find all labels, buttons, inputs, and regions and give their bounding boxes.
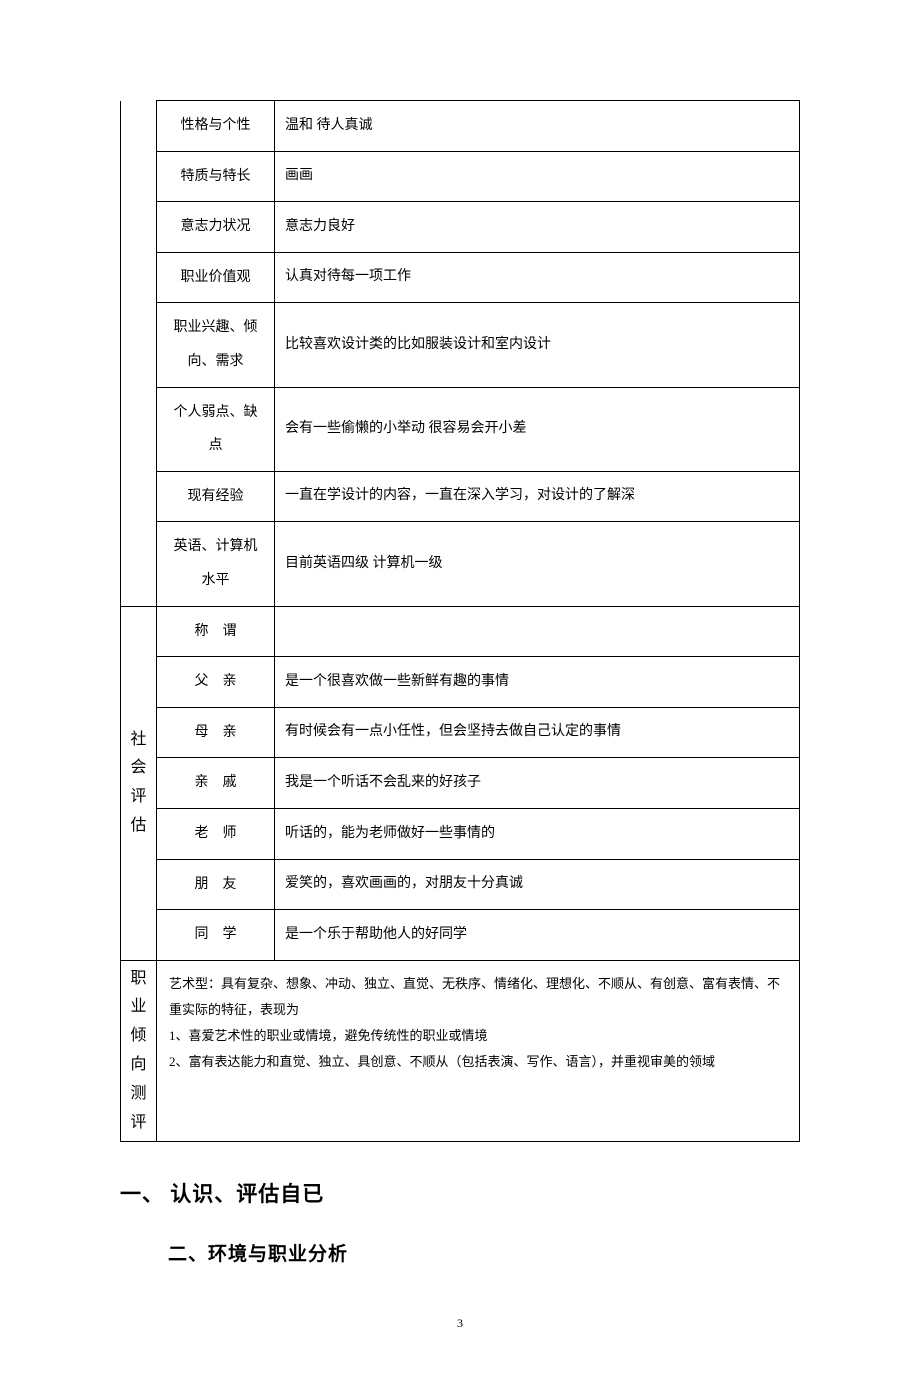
assessment-table: 性格与个性 温和 待人真诚 特质与特长 画画 意志力状况 意志力良好 职业价值观… bbox=[120, 100, 800, 1142]
row-label: 英语、计算机水平 bbox=[157, 522, 275, 606]
table-row: 英语、计算机水平 目前英语四级 计算机一级 bbox=[121, 522, 800, 606]
row-label: 现有经验 bbox=[157, 471, 275, 522]
career-assessment-content: 艺术型：具有复杂、想象、冲动、独立、直觉、无秩序、情绪化、理想化、不顺从、有创意… bbox=[157, 960, 800, 1142]
row-value: 认真对待每一项工作 bbox=[275, 252, 800, 303]
row-label: 称 谓 bbox=[157, 606, 275, 657]
row-value: 目前英语四级 计算机一级 bbox=[275, 522, 800, 606]
table-row: 社会评估 称 谓 bbox=[121, 606, 800, 657]
row-label: 职业价值观 bbox=[157, 252, 275, 303]
row-label: 母 亲 bbox=[157, 707, 275, 758]
row-value: 意志力良好 bbox=[275, 202, 800, 253]
row-value: 爱笑的，喜欢画画的，对朋友十分真诚 bbox=[275, 859, 800, 910]
heading-self-assessment: 一、 认识、评估自已 bbox=[120, 1178, 800, 1212]
row-value: 听话的，能为老师做好一些事情的 bbox=[275, 808, 800, 859]
page-number: 3 bbox=[120, 1314, 800, 1333]
row-label: 老 师 bbox=[157, 808, 275, 859]
table-row: 亲 戚 我是一个听话不会乱来的好孩子 bbox=[121, 758, 800, 809]
row-value: 有时候会有一点小任性，但会坚持去做自己认定的事情 bbox=[275, 707, 800, 758]
category-cell-blank bbox=[121, 101, 157, 607]
row-label: 意志力状况 bbox=[157, 202, 275, 253]
row-value: 温和 待人真诚 bbox=[275, 101, 800, 152]
category-label-social: 社会评估 bbox=[131, 726, 147, 841]
assessment-intro: 艺术型：具有复杂、想象、冲动、独立、直觉、无秩序、情绪化、理想化、不顺从、有创意… bbox=[169, 971, 787, 1023]
assessment-point-2: 2、富有表达能力和直觉、独立、具创意、不顺从（包括表演、写作、语言），并重视审美… bbox=[169, 1049, 787, 1075]
category-cell-career: 职业倾向测评 bbox=[121, 960, 157, 1142]
row-value: 是一个很喜欢做一些新鲜有趣的事情 bbox=[275, 657, 800, 708]
row-value: 画画 bbox=[275, 151, 800, 202]
table-row: 父 亲 是一个很喜欢做一些新鲜有趣的事情 bbox=[121, 657, 800, 708]
table-row: 个人弱点、缺点 会有一些偷懒的小举动 很容易会开小差 bbox=[121, 387, 800, 471]
row-label: 父 亲 bbox=[157, 657, 275, 708]
table-row: 现有经验 一直在学设计的内容，一直在深入学习，对设计的了解深 bbox=[121, 471, 800, 522]
row-value: 一直在学设计的内容，一直在深入学习，对设计的了解深 bbox=[275, 471, 800, 522]
table-row: 职业倾向测评 艺术型：具有复杂、想象、冲动、独立、直觉、无秩序、情绪化、理想化、… bbox=[121, 960, 800, 1142]
table-row: 特质与特长 画画 bbox=[121, 151, 800, 202]
table-row: 职业价值观 认真对待每一项工作 bbox=[121, 252, 800, 303]
table-row: 朋 友 爱笑的，喜欢画画的，对朋友十分真诚 bbox=[121, 859, 800, 910]
category-cell-social: 社会评估 bbox=[121, 606, 157, 960]
assessment-point-1: 1、喜爱艺术性的职业或情境，避免传统性的职业或情境 bbox=[169, 1023, 787, 1049]
table-row: 同 学 是一个乐于帮助他人的好同学 bbox=[121, 910, 800, 961]
row-label: 个人弱点、缺点 bbox=[157, 387, 275, 471]
row-label: 亲 戚 bbox=[157, 758, 275, 809]
table-row: 母 亲 有时候会有一点小任性，但会坚持去做自己认定的事情 bbox=[121, 707, 800, 758]
category-label-career: 职业倾向测评 bbox=[131, 965, 147, 1138]
heading-environment-analysis: 二、环境与职业分析 bbox=[168, 1240, 800, 1270]
row-value: 比较喜欢设计类的比如服装设计和室内设计 bbox=[275, 303, 800, 387]
row-label: 性格与个性 bbox=[157, 101, 275, 152]
table-row: 老 师 听话的，能为老师做好一些事情的 bbox=[121, 808, 800, 859]
row-value: 会有一些偷懒的小举动 很容易会开小差 bbox=[275, 387, 800, 471]
table-row: 职业兴趣、倾向、需求 比较喜欢设计类的比如服装设计和室内设计 bbox=[121, 303, 800, 387]
row-label: 职业兴趣、倾向、需求 bbox=[157, 303, 275, 387]
table-row: 性格与个性 温和 待人真诚 bbox=[121, 101, 800, 152]
row-label: 同 学 bbox=[157, 910, 275, 961]
row-label: 特质与特长 bbox=[157, 151, 275, 202]
row-value: 我是一个听话不会乱来的好孩子 bbox=[275, 758, 800, 809]
row-value: 是一个乐于帮助他人的好同学 bbox=[275, 910, 800, 961]
table-row: 意志力状况 意志力良好 bbox=[121, 202, 800, 253]
row-label: 朋 友 bbox=[157, 859, 275, 910]
row-value bbox=[275, 606, 800, 657]
